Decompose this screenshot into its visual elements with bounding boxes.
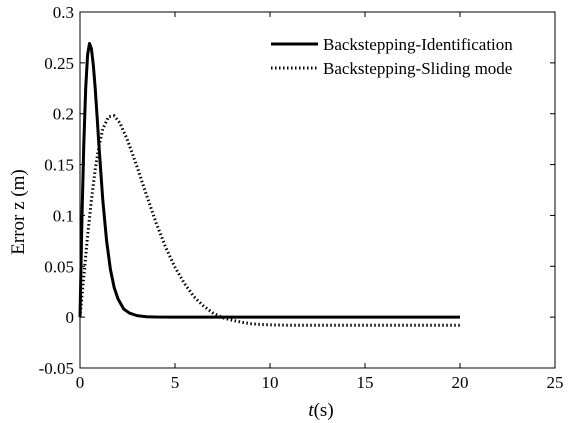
y-tick-label: 0.1 — [53, 206, 74, 225]
x-tick-label: 0 — [76, 373, 85, 392]
legend: Backstepping-Identification Backstepping… — [264, 28, 548, 80]
x-axis-label-unit: (s) — [314, 400, 334, 421]
y-tick-label: 0.05 — [44, 257, 74, 276]
series-line-identification — [78, 42, 460, 319]
y-tick-label: 0.3 — [53, 3, 74, 22]
y-tick-label: 0 — [66, 308, 75, 327]
x-tick-label: 5 — [171, 373, 180, 392]
legend-label-sliding-mode: Backstepping-Sliding mode — [323, 59, 512, 78]
x-tick-label: 15 — [357, 373, 374, 392]
plot-frame — [79, 11, 556, 369]
legend-label-identification: Backstepping-Identification — [323, 35, 513, 54]
y-tick-label: 0.25 — [44, 54, 74, 73]
x-tick-label: 10 — [262, 373, 279, 392]
y-tick-label: 0.2 — [53, 105, 74, 124]
legend-box — [264, 28, 548, 80]
series-layer — [78, 42, 460, 327]
y-tick-label: 0.15 — [44, 156, 74, 175]
y-tick-label: -0.05 — [39, 359, 74, 378]
x-axis-label-variable: t — [308, 400, 314, 421]
x-axis-label: t(s) — [308, 400, 333, 421]
x-tick-label: 25 — [547, 373, 564, 392]
y-axis-label: Error z (m) — [8, 169, 29, 254]
x-tick-label: 20 — [452, 373, 469, 392]
